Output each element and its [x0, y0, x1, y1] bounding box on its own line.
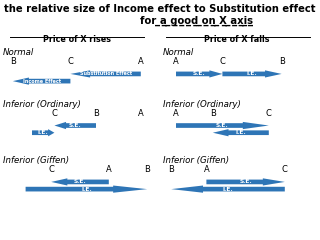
- Text: B: B: [144, 165, 150, 174]
- Text: I.E.: I.E.: [223, 187, 233, 192]
- Text: C: C: [48, 165, 54, 174]
- Polygon shape: [26, 186, 147, 193]
- Text: A: A: [138, 108, 144, 118]
- Text: S.E.: S.E.: [216, 123, 229, 128]
- Text: B: B: [168, 165, 174, 174]
- Text: Income Effect: Income Effect: [22, 79, 61, 84]
- Text: S.E.: S.E.: [239, 180, 252, 184]
- Text: Price of X rises: Price of X rises: [43, 35, 111, 44]
- Text: the relative size of Income effect to Substitution effect: the relative size of Income effect to Su…: [4, 4, 316, 14]
- Text: C: C: [266, 108, 272, 118]
- Text: Inferior (Giffen): Inferior (Giffen): [3, 156, 69, 165]
- Text: A: A: [204, 165, 209, 174]
- Polygon shape: [213, 129, 269, 136]
- Polygon shape: [51, 178, 109, 186]
- Text: I.E.: I.E.: [247, 72, 257, 76]
- Polygon shape: [171, 186, 285, 193]
- Text: B: B: [10, 57, 16, 66]
- Polygon shape: [206, 178, 285, 186]
- Text: Price of X falls: Price of X falls: [204, 35, 269, 44]
- Text: ̲a̲ ̲g̲o̲o̲d̲ ̲o̲n̲ ̲X̲ ̲a̲x̲i̲s̲: ̲a̲ ̲g̲o̲o̲d̲ ̲o̲n̲ ̲X̲ ̲a̲x̲i̲s̲: [160, 16, 253, 26]
- Text: Inferior (Giffen): Inferior (Giffen): [163, 156, 229, 165]
- Text: I.E.: I.E.: [236, 130, 246, 135]
- Text: C: C: [68, 57, 73, 66]
- Text: A: A: [173, 57, 179, 66]
- Text: I.E.: I.E.: [81, 187, 92, 192]
- Polygon shape: [222, 70, 282, 78]
- Text: C: C: [220, 57, 225, 66]
- Text: for: for: [140, 16, 160, 26]
- Text: C: C: [52, 108, 57, 118]
- Text: A: A: [106, 165, 112, 174]
- Text: A: A: [173, 108, 179, 118]
- Polygon shape: [176, 122, 269, 129]
- Polygon shape: [70, 70, 141, 78]
- Text: A: A: [138, 57, 144, 66]
- Polygon shape: [176, 70, 222, 78]
- Text: Substitution Effect: Substitution Effect: [80, 72, 132, 76]
- Text: Normal: Normal: [3, 48, 35, 57]
- Text: S.E.: S.E.: [69, 123, 82, 128]
- Text: C: C: [282, 165, 288, 174]
- Text: Inferior (Ordinary): Inferior (Ordinary): [163, 100, 241, 109]
- Text: S.E.: S.E.: [74, 180, 86, 184]
- Text: B: B: [279, 57, 284, 66]
- Text: S.E.: S.E.: [193, 72, 205, 76]
- Polygon shape: [13, 78, 70, 85]
- Text: Inferior (Ordinary): Inferior (Ordinary): [3, 100, 81, 109]
- Text: B: B: [210, 108, 216, 118]
- Text: B: B: [93, 108, 99, 118]
- Polygon shape: [54, 122, 96, 129]
- Text: Normal: Normal: [163, 48, 195, 57]
- Text: I.E.: I.E.: [38, 130, 49, 135]
- Polygon shape: [32, 129, 54, 136]
